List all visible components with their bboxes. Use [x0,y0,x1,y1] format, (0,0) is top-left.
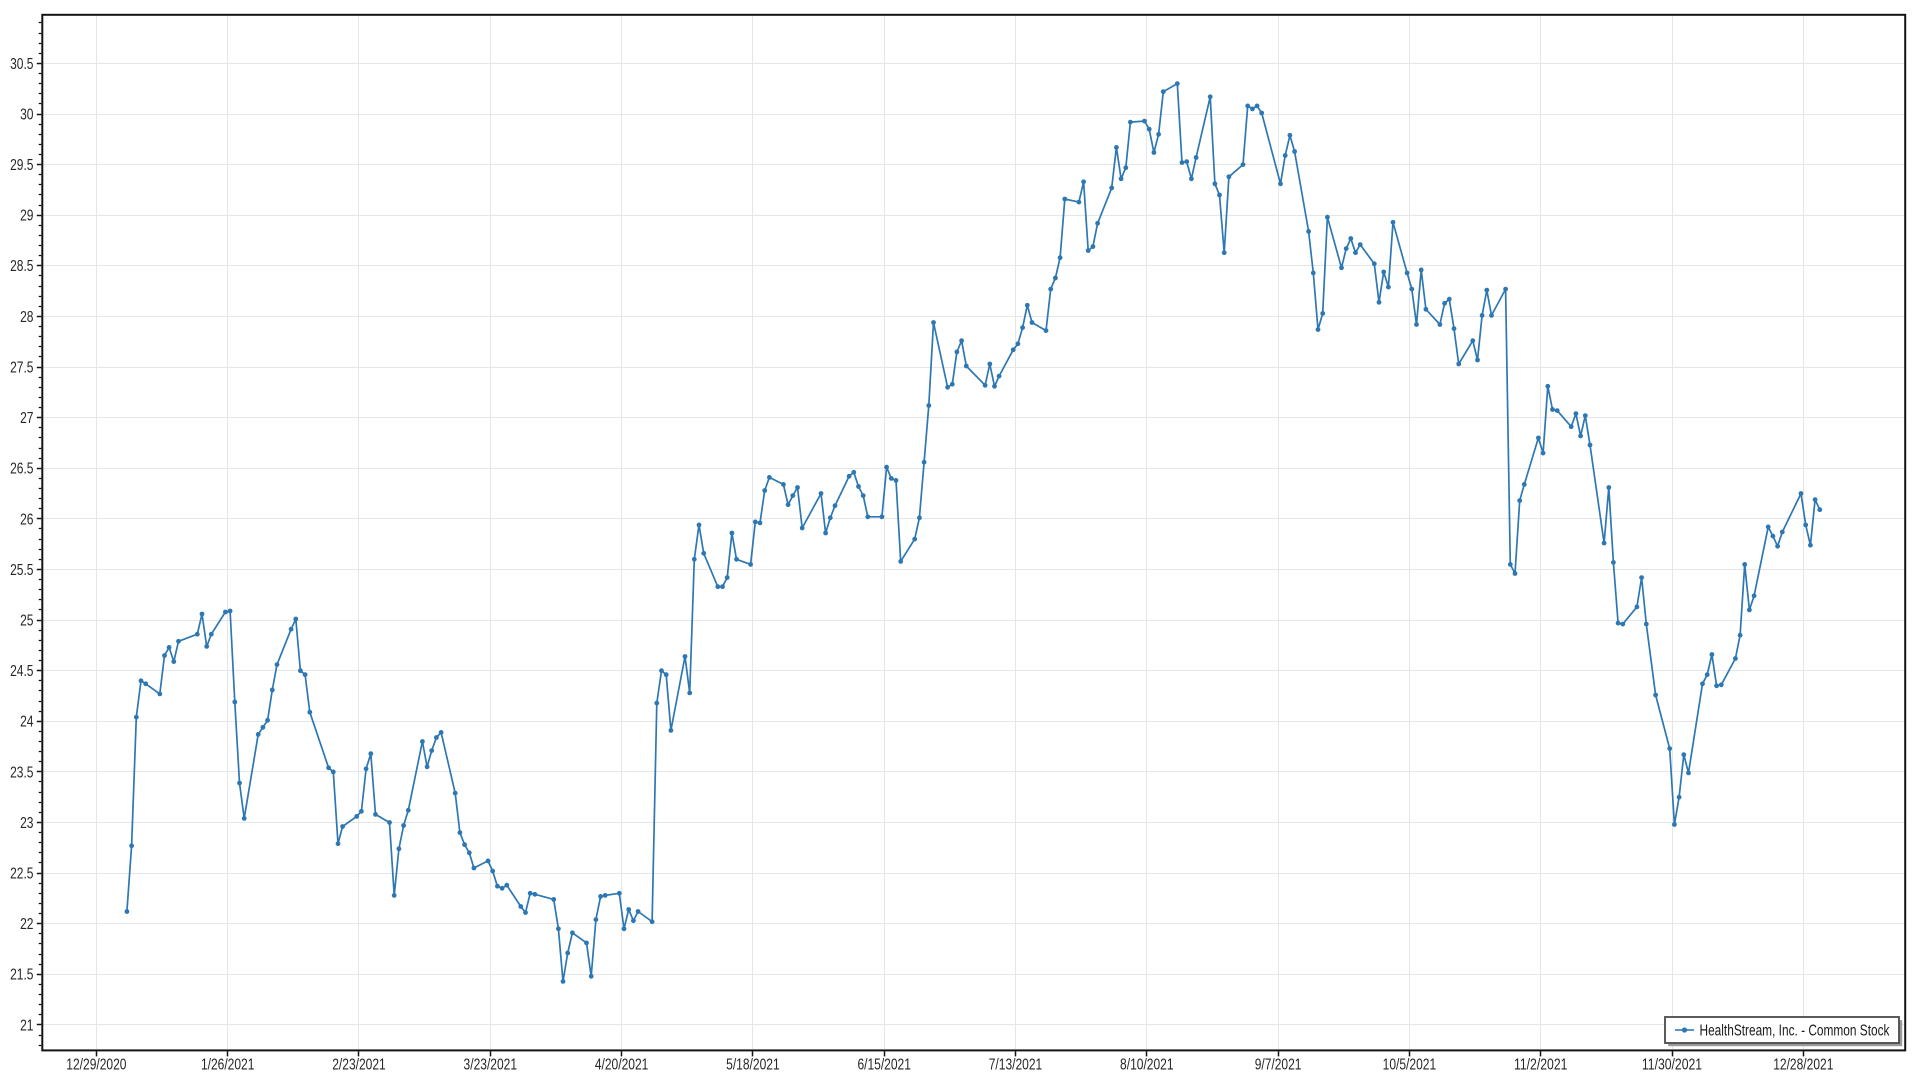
svg-text:27.5: 27.5 [10,359,33,376]
svg-text:25.5: 25.5 [10,562,33,579]
svg-text:21: 21 [20,1017,33,1034]
svg-text:29.5: 29.5 [10,157,33,174]
svg-text:12/28/2021: 12/28/2021 [1773,1056,1833,1073]
svg-text:26.5: 26.5 [10,461,33,478]
svg-text:10/5/2021: 10/5/2021 [1383,1056,1437,1073]
svg-text:25: 25 [20,613,33,630]
svg-text:9/7/2021: 9/7/2021 [1255,1056,1302,1073]
svg-text:23.5: 23.5 [10,764,33,781]
svg-text:23: 23 [20,815,33,832]
svg-text:30: 30 [20,106,34,123]
svg-text:24.5: 24.5 [10,663,33,680]
svg-text:30.5: 30.5 [10,56,33,73]
svg-text:28: 28 [20,309,33,326]
svg-text:4/20/2021: 4/20/2021 [595,1056,649,1073]
svg-text:24: 24 [20,714,34,731]
svg-text:3/23/2021: 3/23/2021 [464,1056,518,1073]
svg-text:2/23/2021: 2/23/2021 [332,1056,386,1073]
svg-text:1/26/2021: 1/26/2021 [201,1056,255,1073]
svg-text:5/18/2021: 5/18/2021 [726,1056,780,1073]
svg-text:22.5: 22.5 [10,866,33,883]
svg-text:12/29/2020: 12/29/2020 [66,1056,126,1073]
svg-text:21.5: 21.5 [10,967,33,984]
svg-text:29: 29 [20,208,33,225]
svg-text:27: 27 [20,410,33,427]
svg-text:11/30/2021: 11/30/2021 [1642,1056,1702,1073]
svg-text:11/2/2021: 11/2/2021 [1514,1056,1568,1073]
svg-text:26: 26 [20,511,33,528]
svg-text:28.5: 28.5 [10,258,33,275]
svg-text:HealthStream, Inc. - Common St: HealthStream, Inc. - Common Stock [1700,1023,1890,1040]
svg-text:6/15/2021: 6/15/2021 [857,1056,911,1073]
svg-text:8/10/2021: 8/10/2021 [1120,1056,1174,1073]
svg-text:7/13/2021: 7/13/2021 [989,1056,1043,1073]
svg-text:22: 22 [20,916,33,933]
